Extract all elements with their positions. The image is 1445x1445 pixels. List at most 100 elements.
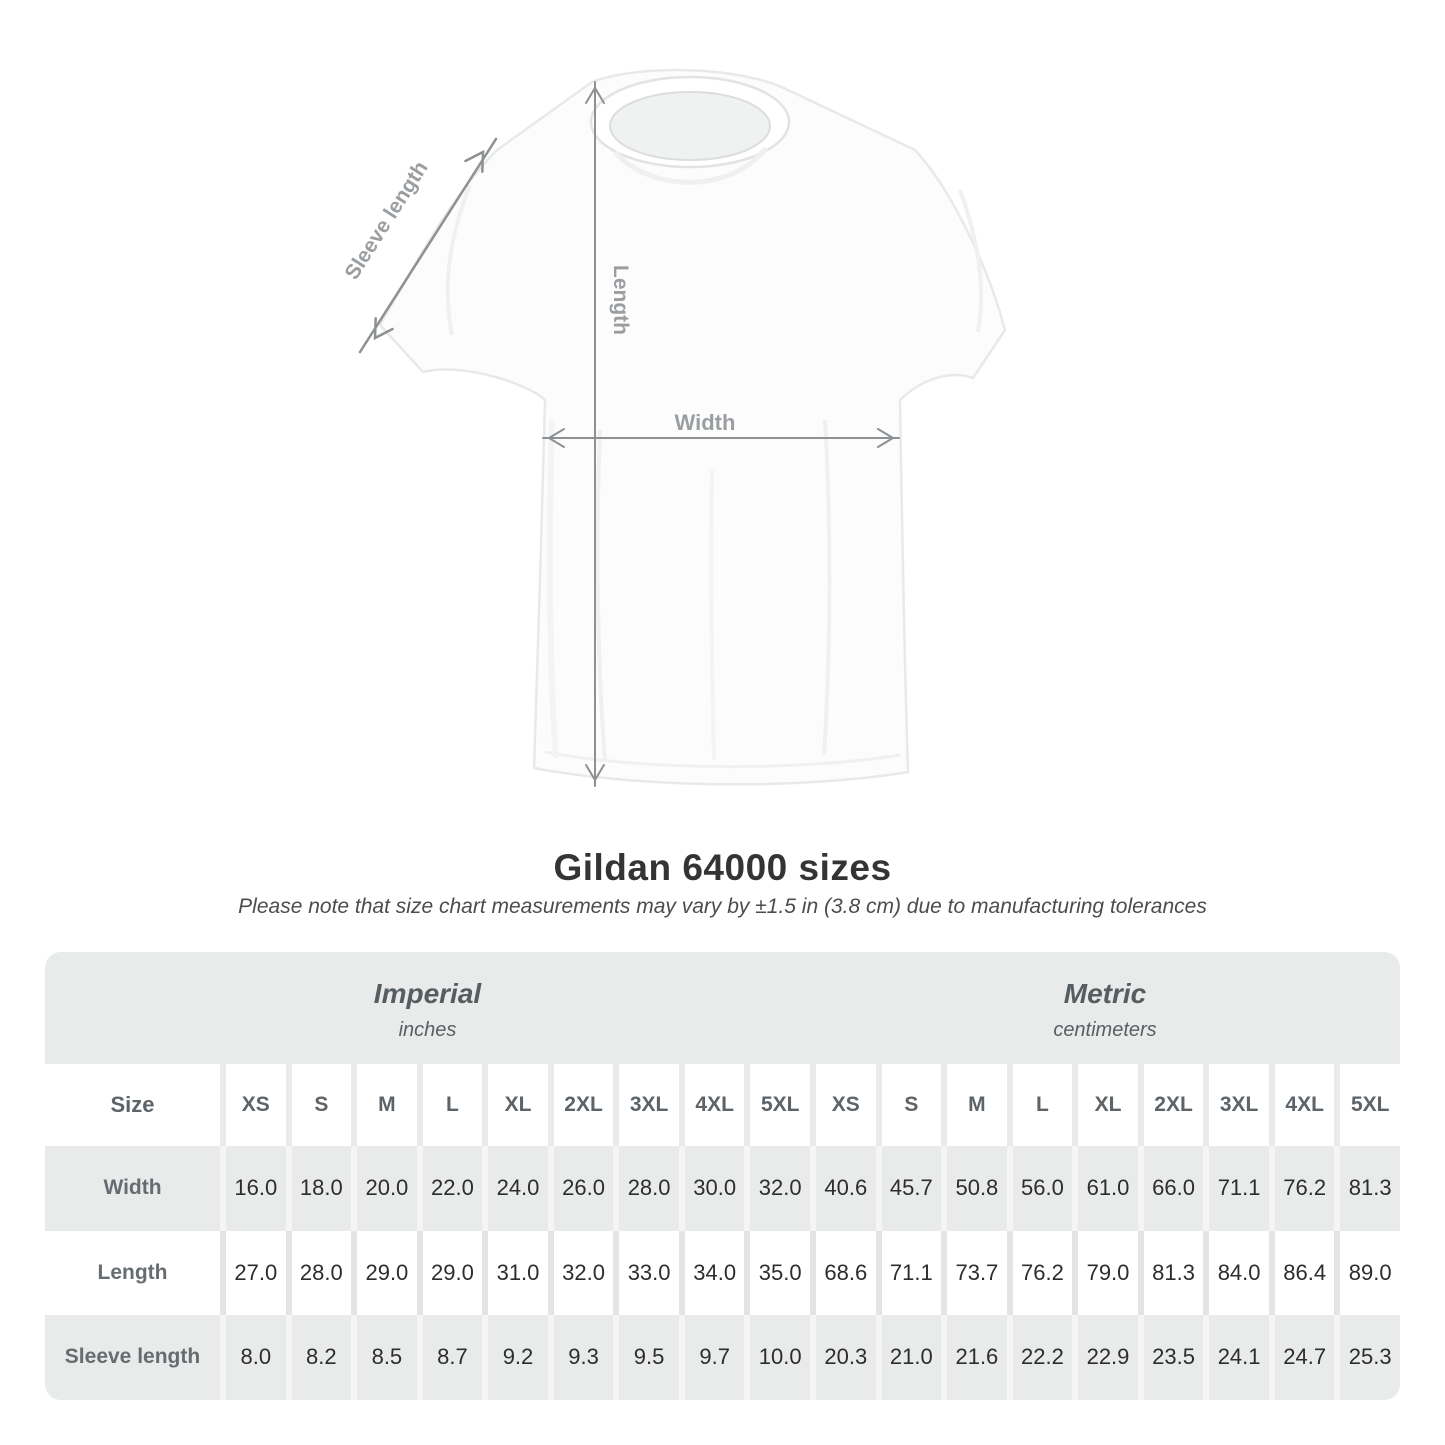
tshirt-measurement-diagram: Sleeve length Length Width xyxy=(340,68,1007,787)
metric-label: Metric xyxy=(1063,978,1147,1009)
metric-size-header: 2XL xyxy=(1143,1064,1204,1146)
value-cell: 21.6 xyxy=(947,1315,1007,1400)
value-cell: 45.7 xyxy=(881,1146,942,1231)
value-cell: 84.0 xyxy=(1209,1230,1269,1316)
value-cell: 76.2 xyxy=(1274,1146,1335,1231)
value-cell: 30.0 xyxy=(684,1146,745,1231)
value-cell: 71.1 xyxy=(1209,1146,1269,1231)
value-cell: 71.1 xyxy=(881,1230,942,1316)
value-cell: 33.0 xyxy=(619,1230,679,1316)
value-cell: 20.3 xyxy=(816,1315,876,1400)
value-cell: 21.0 xyxy=(881,1315,942,1400)
metric-unit-label: centimeters xyxy=(1053,1019,1157,1041)
metric-size-header: 5XL xyxy=(1340,1064,1400,1146)
metric-size-header: 4XL xyxy=(1274,1064,1335,1146)
metric-size-header: XL xyxy=(1078,1064,1138,1146)
value-cell: 8.7 xyxy=(422,1315,483,1400)
imperial-size-header: 2XL xyxy=(553,1064,614,1146)
imperial-size-header: S xyxy=(291,1064,352,1146)
value-cell: 25.3 xyxy=(1340,1315,1400,1400)
value-cell: 32.0 xyxy=(553,1230,614,1316)
metric-size-header: M xyxy=(947,1064,1007,1146)
width-label: Width xyxy=(675,410,736,435)
value-cell: 28.0 xyxy=(619,1146,679,1231)
value-cell: 9.3 xyxy=(553,1315,614,1400)
value-cell: 81.3 xyxy=(1143,1230,1204,1316)
value-cell: 9.7 xyxy=(684,1315,745,1400)
length-arrow xyxy=(585,81,605,787)
imperial-size-header: 5XL xyxy=(750,1064,810,1146)
value-cell: 24.0 xyxy=(488,1146,548,1231)
imperial-size-header: 4XL xyxy=(684,1064,745,1146)
value-cell: 24.7 xyxy=(1274,1315,1335,1400)
value-cell: 23.5 xyxy=(1143,1315,1204,1400)
value-cell: 10.0 xyxy=(750,1315,810,1400)
value-cell: 9.2 xyxy=(488,1315,548,1400)
value-cell: 79.0 xyxy=(1078,1230,1138,1316)
value-cell: 22.9 xyxy=(1078,1315,1138,1400)
imperial-size-header: XS xyxy=(226,1064,286,1146)
tolerance-note: Please note that size chart measurements… xyxy=(238,895,1207,918)
sleeve-length-arrow xyxy=(358,137,498,354)
value-cell: 68.6 xyxy=(816,1230,876,1316)
value-cell: 40.6 xyxy=(816,1146,876,1231)
imperial-unit-header: Imperial inches xyxy=(45,952,810,1064)
value-cell: 35.0 xyxy=(750,1230,810,1316)
value-cell: 32.0 xyxy=(750,1146,810,1231)
tshirt-diagram-svg: Sleeve length Length Width xyxy=(340,68,1007,787)
imperial-unit-label: inches xyxy=(398,1019,457,1041)
value-cell: 34.0 xyxy=(684,1230,745,1316)
value-cell: 29.0 xyxy=(357,1230,417,1316)
value-cell: 31.0 xyxy=(488,1230,548,1316)
value-cell: 26.0 xyxy=(553,1146,614,1231)
metric-size-header: L xyxy=(1012,1064,1073,1146)
width-arrow xyxy=(542,428,900,448)
row-label: Width xyxy=(45,1146,220,1231)
row-label: Sleeve length xyxy=(45,1315,220,1400)
value-cell: 86.4 xyxy=(1274,1230,1335,1316)
imperial-size-header: L xyxy=(422,1064,483,1146)
value-cell: 73.7 xyxy=(947,1230,1007,1316)
size-table-body: Width 16.0 18.0 20.0 22.0 24.0 26.0 28.0 30.0 32.… xyxy=(45,1146,1400,1400)
value-cell: 22.0 xyxy=(422,1146,483,1231)
value-cell: 76.2 xyxy=(1012,1230,1073,1316)
table-row: Width 16.0 18.0 20.0 22.0 24.0 26.0 28.0 30.0 32.… xyxy=(45,1146,1400,1231)
metric-unit-header: Metric centimeters xyxy=(810,952,1400,1064)
imperial-label: Imperial xyxy=(373,978,482,1009)
unit-header-row: Imperial inches Metric centimeters xyxy=(45,952,1400,1064)
tshirt-collar-opening xyxy=(609,91,771,161)
value-cell: 89.0 xyxy=(1340,1230,1400,1316)
size-header-row: Size XS S M L XL 2XL 3XL 4XL 5XL XS S M L XL 2XL 3XL 4XL… xyxy=(45,1064,1400,1146)
size-corner-cell: Size xyxy=(45,1064,220,1146)
metric-size-header: 3XL xyxy=(1209,1064,1269,1146)
value-cell: 20.0 xyxy=(357,1146,417,1231)
value-cell: 29.0 xyxy=(422,1230,483,1316)
value-cell: 22.2 xyxy=(1012,1315,1073,1400)
value-cell: 27.0 xyxy=(226,1230,286,1316)
value-cell: 61.0 xyxy=(1078,1146,1138,1231)
tshirt-body xyxy=(378,68,1007,786)
value-cell: 81.3 xyxy=(1340,1146,1400,1231)
value-cell: 56.0 xyxy=(1012,1146,1073,1231)
row-label: Length xyxy=(45,1230,220,1316)
value-cell: 28.0 xyxy=(291,1230,352,1316)
value-cell: 8.5 xyxy=(357,1315,417,1400)
value-cell: 8.0 xyxy=(226,1315,286,1400)
imperial-size-header: M xyxy=(357,1064,417,1146)
value-cell: 50.8 xyxy=(947,1146,1007,1231)
table-row: Length 27.0 28.0 29.0 29.0 31.0 32.0 33.0 34.0 35… xyxy=(45,1230,1400,1316)
value-cell: 24.1 xyxy=(1209,1315,1269,1400)
imperial-size-header: XL xyxy=(488,1064,548,1146)
size-table: Imperial inches Metric centimeters Size … xyxy=(45,952,1400,1400)
value-cell: 9.5 xyxy=(619,1315,679,1400)
value-cell: 66.0 xyxy=(1143,1146,1204,1231)
tshirt-fold-lines xyxy=(445,146,984,769)
length-label: Length xyxy=(609,265,632,335)
value-cell: 18.0 xyxy=(291,1146,352,1231)
page-title: Gildan 64000 sizes xyxy=(553,847,892,888)
imperial-size-header: 3XL xyxy=(619,1064,679,1146)
table-row: Sleeve length 8.0 8.2 8.5 8.7 9.2 9.3 9.5 9.7 10.… xyxy=(45,1315,1400,1400)
value-cell: 16.0 xyxy=(226,1146,286,1231)
metric-size-header: S xyxy=(881,1064,942,1146)
value-cell: 8.2 xyxy=(291,1315,352,1400)
